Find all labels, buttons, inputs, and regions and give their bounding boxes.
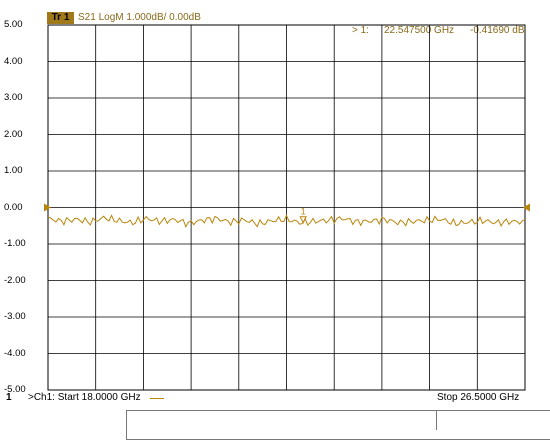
y-tick-label: 4.00 xyxy=(4,55,23,67)
marker-readout-label: > 1: xyxy=(352,25,369,36)
trace-header: S21 LogM 1.000dB/ 0.00dB xyxy=(78,12,201,23)
marker-readout-value: -0.41690 dB xyxy=(470,25,525,36)
reference-level-left-marker xyxy=(44,203,51,212)
y-tick-label: 0.00 xyxy=(4,201,23,213)
bottom-panel-divider xyxy=(436,410,437,430)
y-tick-label: -5.00 xyxy=(4,384,26,395)
y-tick-label: 2.00 xyxy=(4,128,23,140)
marker-1-triangle xyxy=(299,216,308,224)
y-tick-label: 1.00 xyxy=(4,165,23,176)
y-tick-label: -2.00 xyxy=(4,274,26,286)
y-tick-label: 5.00 xyxy=(4,19,23,30)
trace-badge[interactable]: Tr 1 xyxy=(47,12,74,24)
channel-number[interactable]: 1 xyxy=(6,392,12,403)
y-tick-label: -4.00 xyxy=(4,347,26,359)
start-frequency-label[interactable]: >Ch1: Start 18.0000 GHz xyxy=(28,392,141,403)
bottom-panel xyxy=(126,410,550,440)
y-tick-label: -1.00 xyxy=(4,238,26,249)
y-tick-label: 3.00 xyxy=(4,92,23,103)
start-trace-swatch xyxy=(150,398,164,399)
y-tick-label: -3.00 xyxy=(4,311,26,322)
reference-level-right-marker xyxy=(523,203,530,212)
trace-s21-line xyxy=(47,214,526,228)
marker-1-label: 1 xyxy=(301,207,306,217)
plot-area[interactable]: 1 xyxy=(0,0,550,425)
stop-frequency-label[interactable]: Stop 26.5000 GHz xyxy=(437,392,520,403)
marker-readout-frequency: 22.547500 GHz xyxy=(384,25,455,36)
